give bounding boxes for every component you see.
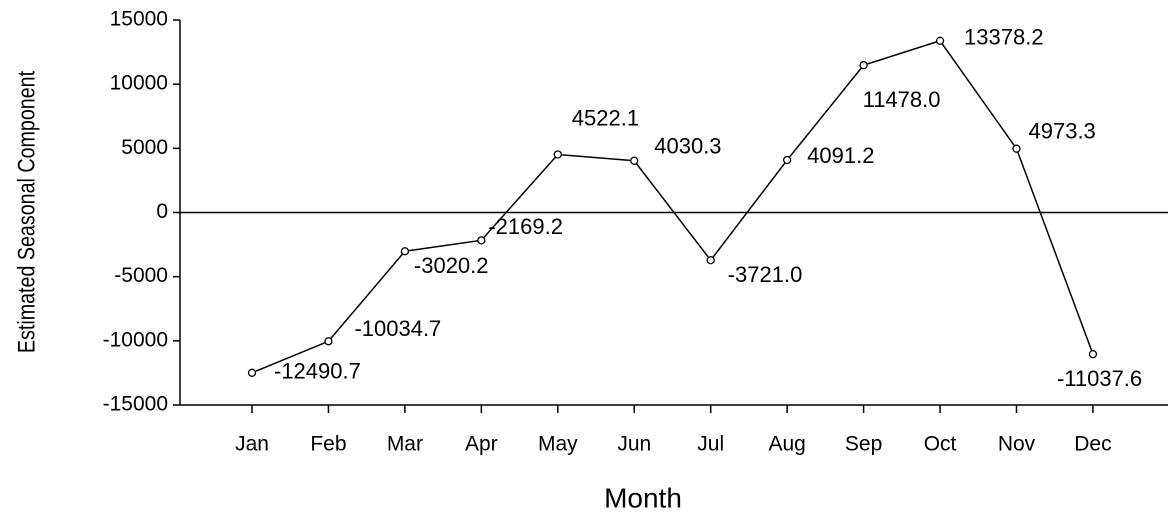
y-tick-label: 5000 xyxy=(121,136,168,159)
marker xyxy=(1012,144,1021,153)
data-label: -2169.2 xyxy=(488,214,563,239)
x-tick-label: Dec xyxy=(1074,433,1111,456)
x-tick-label: Mar xyxy=(387,433,423,456)
marker xyxy=(247,368,257,377)
data-label: -10034.7 xyxy=(354,316,441,341)
y-tick-label: 10000 xyxy=(110,72,168,95)
y-tick-label: -15000 xyxy=(103,393,168,416)
data-label: 4030.3 xyxy=(654,134,721,159)
data-label: 4091.2 xyxy=(807,143,874,168)
marker xyxy=(935,36,945,45)
x-tick-label: Jan xyxy=(235,433,269,456)
marker xyxy=(1088,349,1098,359)
data-label: 11478.0 xyxy=(863,87,941,112)
marker xyxy=(630,156,639,165)
marker xyxy=(324,337,333,346)
x-tick-label: Sep xyxy=(845,433,882,456)
marker xyxy=(783,155,792,165)
data-label: 4973.3 xyxy=(1029,118,1096,143)
x-tick-label: Jul xyxy=(697,433,724,456)
x-tick-label: Nov xyxy=(998,433,1036,456)
marker xyxy=(553,150,562,159)
data-label: -11037.6 xyxy=(1057,366,1142,391)
data-label: -12490.7 xyxy=(274,359,361,384)
data-label: 4522.1 xyxy=(572,105,639,130)
y-tick-label: -10000 xyxy=(103,328,168,351)
y-tick-label: 0 xyxy=(156,200,168,223)
x-tick-label: Apr xyxy=(465,433,498,456)
y-tick-label: -5000 xyxy=(114,264,168,287)
marker xyxy=(400,247,410,256)
marker xyxy=(859,61,868,70)
x-axis-label: Month xyxy=(604,482,682,513)
x-tick-label: May xyxy=(538,433,578,456)
x-tick-label: Jun xyxy=(617,433,651,456)
line xyxy=(251,39,1094,374)
x-tick-label: Feb xyxy=(310,433,346,456)
data-label: -3020.2 xyxy=(414,253,489,278)
x-tick-label: Aug xyxy=(768,433,805,456)
data-label: 13378.2 xyxy=(964,25,1044,50)
marker xyxy=(706,256,715,265)
data-label: -3721.0 xyxy=(728,262,803,287)
x-tick-label: Oct xyxy=(924,433,957,456)
y-tick-label: 15000 xyxy=(110,8,168,31)
marker xyxy=(477,236,486,245)
y-axis-label: Estimated Seasonal Component xyxy=(12,71,39,353)
